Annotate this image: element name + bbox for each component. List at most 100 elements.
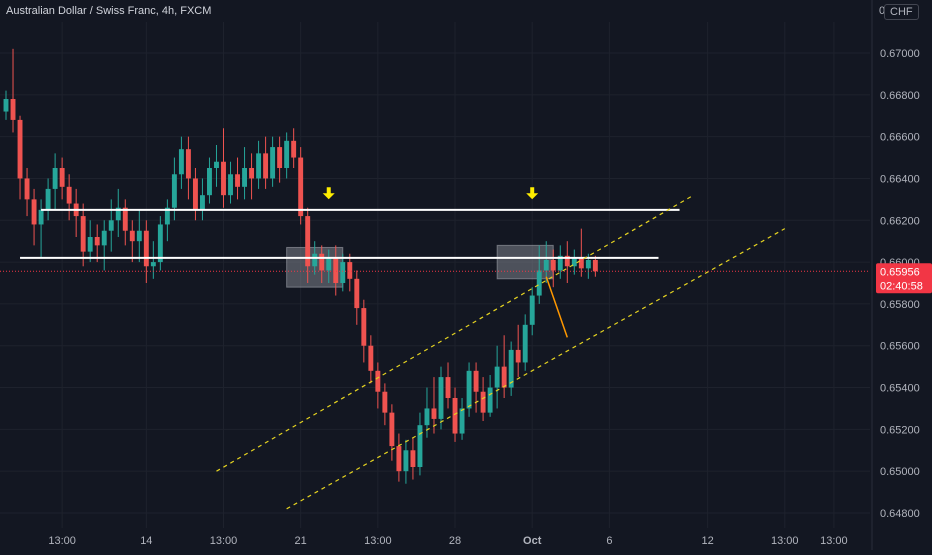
candle-body: [101, 230, 107, 246]
candle-body: [354, 278, 360, 309]
candle-body: [592, 260, 598, 272]
candle-body: [270, 147, 276, 179]
candle-body: [375, 370, 381, 392]
price-badge-countdown: 02:40:58: [880, 280, 923, 292]
candle-body: [473, 370, 479, 392]
candle-body: [235, 174, 240, 187]
x-tick-label: 13:00: [210, 535, 238, 547]
candle-body: [305, 216, 311, 267]
candle-body: [17, 119, 23, 179]
x-tick-label: 13:00: [48, 535, 76, 547]
candle-body: [52, 168, 58, 189]
candle-body: [277, 147, 283, 168]
candle-body: [557, 255, 563, 271]
price-badge-value: 0.65956: [880, 266, 920, 278]
candle-body: [333, 257, 339, 283]
candle-body: [256, 153, 262, 179]
projection-line: [545, 276, 568, 338]
candle-body: [382, 391, 388, 413]
candle-body: [522, 324, 528, 363]
candle-body: [284, 140, 290, 168]
candle-body: [108, 220, 114, 231]
x-tick-label: Oct: [523, 535, 542, 547]
currency-badge[interactable]: CHF: [884, 4, 919, 20]
candle-body: [59, 168, 65, 187]
candle-body: [178, 149, 184, 175]
candle-body: [452, 398, 458, 434]
candle-body: [207, 168, 212, 196]
candle-body: [214, 161, 219, 168]
candle-body: [115, 207, 121, 221]
candle-body: [185, 149, 191, 179]
y-tick-label: 0.65800: [880, 299, 920, 311]
candle-body: [171, 174, 177, 208]
candle-body: [515, 349, 521, 363]
candle-body: [45, 188, 51, 210]
candle-body: [312, 253, 318, 267]
candle-body: [361, 308, 367, 346]
candle-body: [445, 377, 451, 398]
candle-body: [10, 99, 16, 120]
candle-body: [3, 99, 9, 112]
candle-body: [403, 450, 409, 472]
candle-body: [543, 260, 549, 271]
candle-body: [347, 262, 353, 279]
down-arrow-right: [526, 187, 539, 200]
candle-body: [291, 140, 297, 158]
axis-top-fragment: 0: [879, 5, 886, 17]
candle-body: [242, 168, 248, 187]
price-badge: [876, 263, 932, 294]
candle-body: [38, 209, 44, 225]
y-tick-label: 0.66200: [880, 215, 920, 227]
candle-body: [228, 174, 233, 196]
y-tick-label: 0.66400: [880, 173, 920, 185]
candle-body: [564, 255, 570, 267]
candle-body: [31, 199, 37, 225]
candle-body: [122, 207, 128, 231]
candle-body: [585, 260, 591, 269]
candle-body: [192, 178, 198, 210]
candle-body: [87, 237, 93, 252]
candle-body: [298, 157, 304, 217]
candle-body: [480, 391, 486, 413]
candle-body: [80, 216, 86, 252]
y-tick-label: 0.66800: [880, 90, 920, 102]
x-tick-label: 6: [606, 535, 612, 547]
down-arrow-left: [322, 187, 335, 200]
candle-body: [536, 270, 542, 296]
candle-body: [340, 262, 346, 283]
y-tick-label: 0.65000: [880, 466, 920, 478]
candle-body: [550, 260, 556, 271]
candle-body: [529, 295, 535, 325]
candle-body: [578, 257, 584, 269]
candle-body: [199, 195, 205, 210]
candle-body: [438, 377, 444, 419]
candle-body: [129, 230, 135, 242]
x-tick-label: 13:00: [771, 535, 799, 547]
candle-body: [410, 450, 416, 467]
candle-body: [459, 408, 465, 434]
candle-body: [424, 408, 430, 426]
y-tick-label: 0.65600: [880, 341, 920, 353]
candle-body: [24, 178, 30, 200]
y-tick-label: 0.66600: [880, 132, 920, 144]
x-tick-label: 28: [449, 535, 461, 547]
x-tick-label: 12: [701, 535, 713, 547]
candle-body: [494, 366, 500, 388]
x-tick-label: 13:00: [364, 535, 392, 547]
candle-body: [263, 153, 269, 179]
candle-body: [417, 425, 423, 467]
candle-body: [164, 207, 170, 225]
candle-body: [249, 168, 255, 179]
candle-body: [319, 253, 325, 271]
candle-body: [150, 262, 156, 267]
candle-body: [466, 370, 472, 409]
candle-body: [571, 257, 577, 267]
candle-body: [431, 408, 437, 419]
candle-body: [94, 237, 100, 246]
candle-body: [221, 161, 226, 196]
y-tick-label: 0.67000: [880, 48, 920, 60]
candle-body: [487, 387, 493, 413]
